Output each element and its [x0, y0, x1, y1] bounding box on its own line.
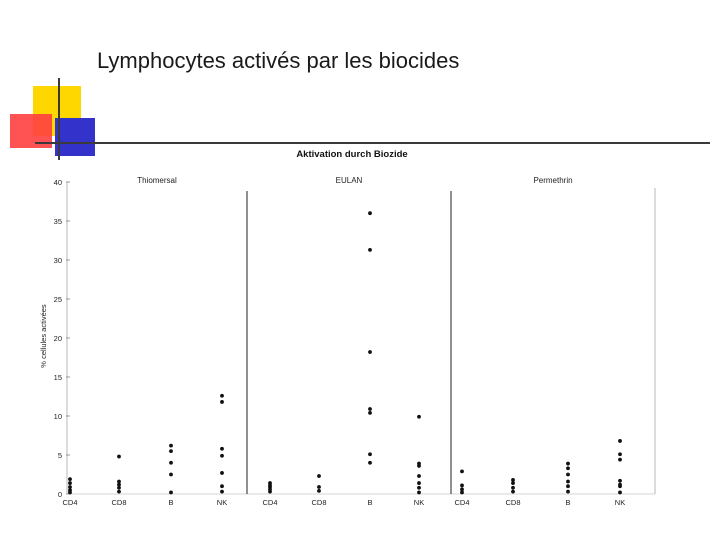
data-point: [220, 393, 224, 398]
data-point: [460, 490, 464, 495]
deco-blue-square: [55, 118, 95, 156]
data-point: [566, 484, 570, 489]
panel-label: Permethrin: [533, 176, 572, 185]
data-point: [368, 452, 372, 457]
category-label: B: [367, 498, 372, 507]
data-point: [317, 488, 321, 493]
data-point: [566, 472, 570, 477]
data-point: [511, 485, 515, 490]
slide-title: Lymphocytes activés par les biocides: [97, 48, 460, 73]
category-label: NK: [414, 498, 424, 507]
category-label: CD8: [311, 498, 326, 507]
data-point: [511, 478, 515, 482]
data-point: [417, 490, 421, 495]
data-point: [417, 414, 421, 419]
data-point: [169, 472, 173, 477]
data-point: [460, 483, 464, 488]
data-point: [117, 482, 121, 487]
data-point: [68, 488, 72, 492]
data-point: [368, 410, 372, 415]
y-tick-label: 20: [54, 334, 62, 343]
data-point: [618, 452, 622, 457]
y-tick-label: 15: [54, 373, 62, 382]
data-point: [566, 466, 570, 471]
data-point: [68, 485, 72, 489]
data-point: [618, 478, 622, 483]
data-point: [566, 489, 570, 494]
data-point: [117, 454, 121, 459]
category-label: NK: [615, 498, 625, 507]
data-point: [220, 489, 224, 494]
data-point: [220, 484, 224, 489]
data-point: [117, 479, 121, 484]
panel-label: EULAN: [336, 176, 363, 185]
data-point: [417, 481, 421, 485]
data-point: [169, 460, 173, 465]
y-tick-label: 35: [54, 217, 62, 226]
data-point: [268, 481, 272, 485]
data-point: [460, 469, 464, 474]
category-label: CD8: [505, 498, 520, 507]
y-tick-label: 40: [54, 178, 62, 187]
data-point: [618, 457, 622, 462]
data-point: [566, 461, 570, 466]
category-label: NK: [217, 498, 227, 507]
data-point: [117, 489, 121, 494]
data-point: [511, 489, 515, 494]
category-label: CD8: [111, 498, 126, 507]
panel-label: Thiomersal: [137, 176, 177, 185]
category-label: B: [168, 498, 173, 507]
data-point: [566, 479, 570, 484]
y-tick-label: 30: [54, 256, 62, 265]
data-point: [220, 471, 224, 475]
category-label: B: [565, 498, 570, 507]
chart-body: 0 5 10 15 20 25 30 35 40 Thiomersal CD4 CD8 B NK EULAN…: [54, 176, 656, 507]
data-point: [618, 490, 622, 495]
data-point: [68, 481, 72, 485]
y-tick-label: 10: [54, 412, 62, 421]
data-point: [417, 461, 421, 466]
data-point: [368, 407, 372, 411]
data-point: [169, 490, 173, 495]
data-point: [417, 474, 421, 478]
data-point: [317, 474, 321, 478]
data-point: [368, 460, 372, 465]
data-point: [169, 449, 173, 453]
data-point: [317, 485, 321, 489]
data-point: [460, 487, 464, 492]
y-tick-label: 0: [58, 490, 62, 499]
data-point: [511, 481, 515, 485]
category-label: CD4: [262, 498, 277, 507]
data-point: [368, 350, 372, 354]
data-point: [220, 453, 224, 458]
data-point: [220, 400, 224, 404]
category-label: CD4: [454, 498, 469, 507]
data-point: [368, 211, 372, 216]
y-axis-label: % cellules activées: [39, 304, 48, 368]
data-point: [117, 485, 121, 490]
y-tick-label: 5: [58, 451, 62, 460]
chart-title: Aktivation durch Biozide: [296, 149, 407, 160]
data-point: [618, 482, 622, 487]
category-label: CD4: [62, 498, 77, 507]
data-point: [417, 485, 421, 490]
data-point: [618, 439, 622, 443]
y-tick-label: 25: [54, 295, 62, 304]
data-point: [169, 443, 173, 448]
data-point: [220, 446, 224, 451]
data-point: [368, 247, 372, 252]
data-point: [68, 477, 72, 482]
